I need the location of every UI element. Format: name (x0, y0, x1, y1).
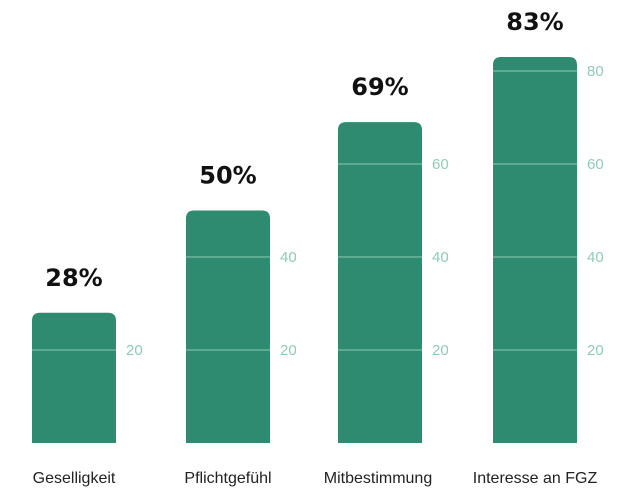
bar-mitbestimmung (338, 122, 422, 444)
value-label: 69% (351, 73, 408, 101)
tick-label: 60 (587, 156, 604, 173)
value-label: 83% (506, 8, 563, 36)
tick-label: 20 (587, 342, 604, 359)
tick-label: 20 (126, 342, 143, 359)
bar-pflichtgef-hl (186, 210, 270, 443)
bar-geselligkeit (32, 312, 116, 443)
category-label: Pflichtgefühl (184, 470, 271, 487)
tick-label: 80 (587, 63, 604, 80)
tick-label: 40 (432, 249, 449, 266)
tick-label: 20 (432, 342, 449, 359)
tick-label: 40 (280, 249, 297, 266)
value-label: 50% (199, 162, 256, 190)
bar-interesse-an-fgz (493, 57, 577, 444)
value-label: 28% (45, 264, 102, 292)
category-label: Mitbestimmung (324, 470, 432, 487)
tick-label: 20 (280, 342, 297, 359)
tick-label: 60 (432, 156, 449, 173)
category-label: Interesse an FGZ (473, 470, 598, 487)
tick-label: 40 (587, 249, 604, 266)
category-label: Geselligkeit (33, 470, 116, 487)
